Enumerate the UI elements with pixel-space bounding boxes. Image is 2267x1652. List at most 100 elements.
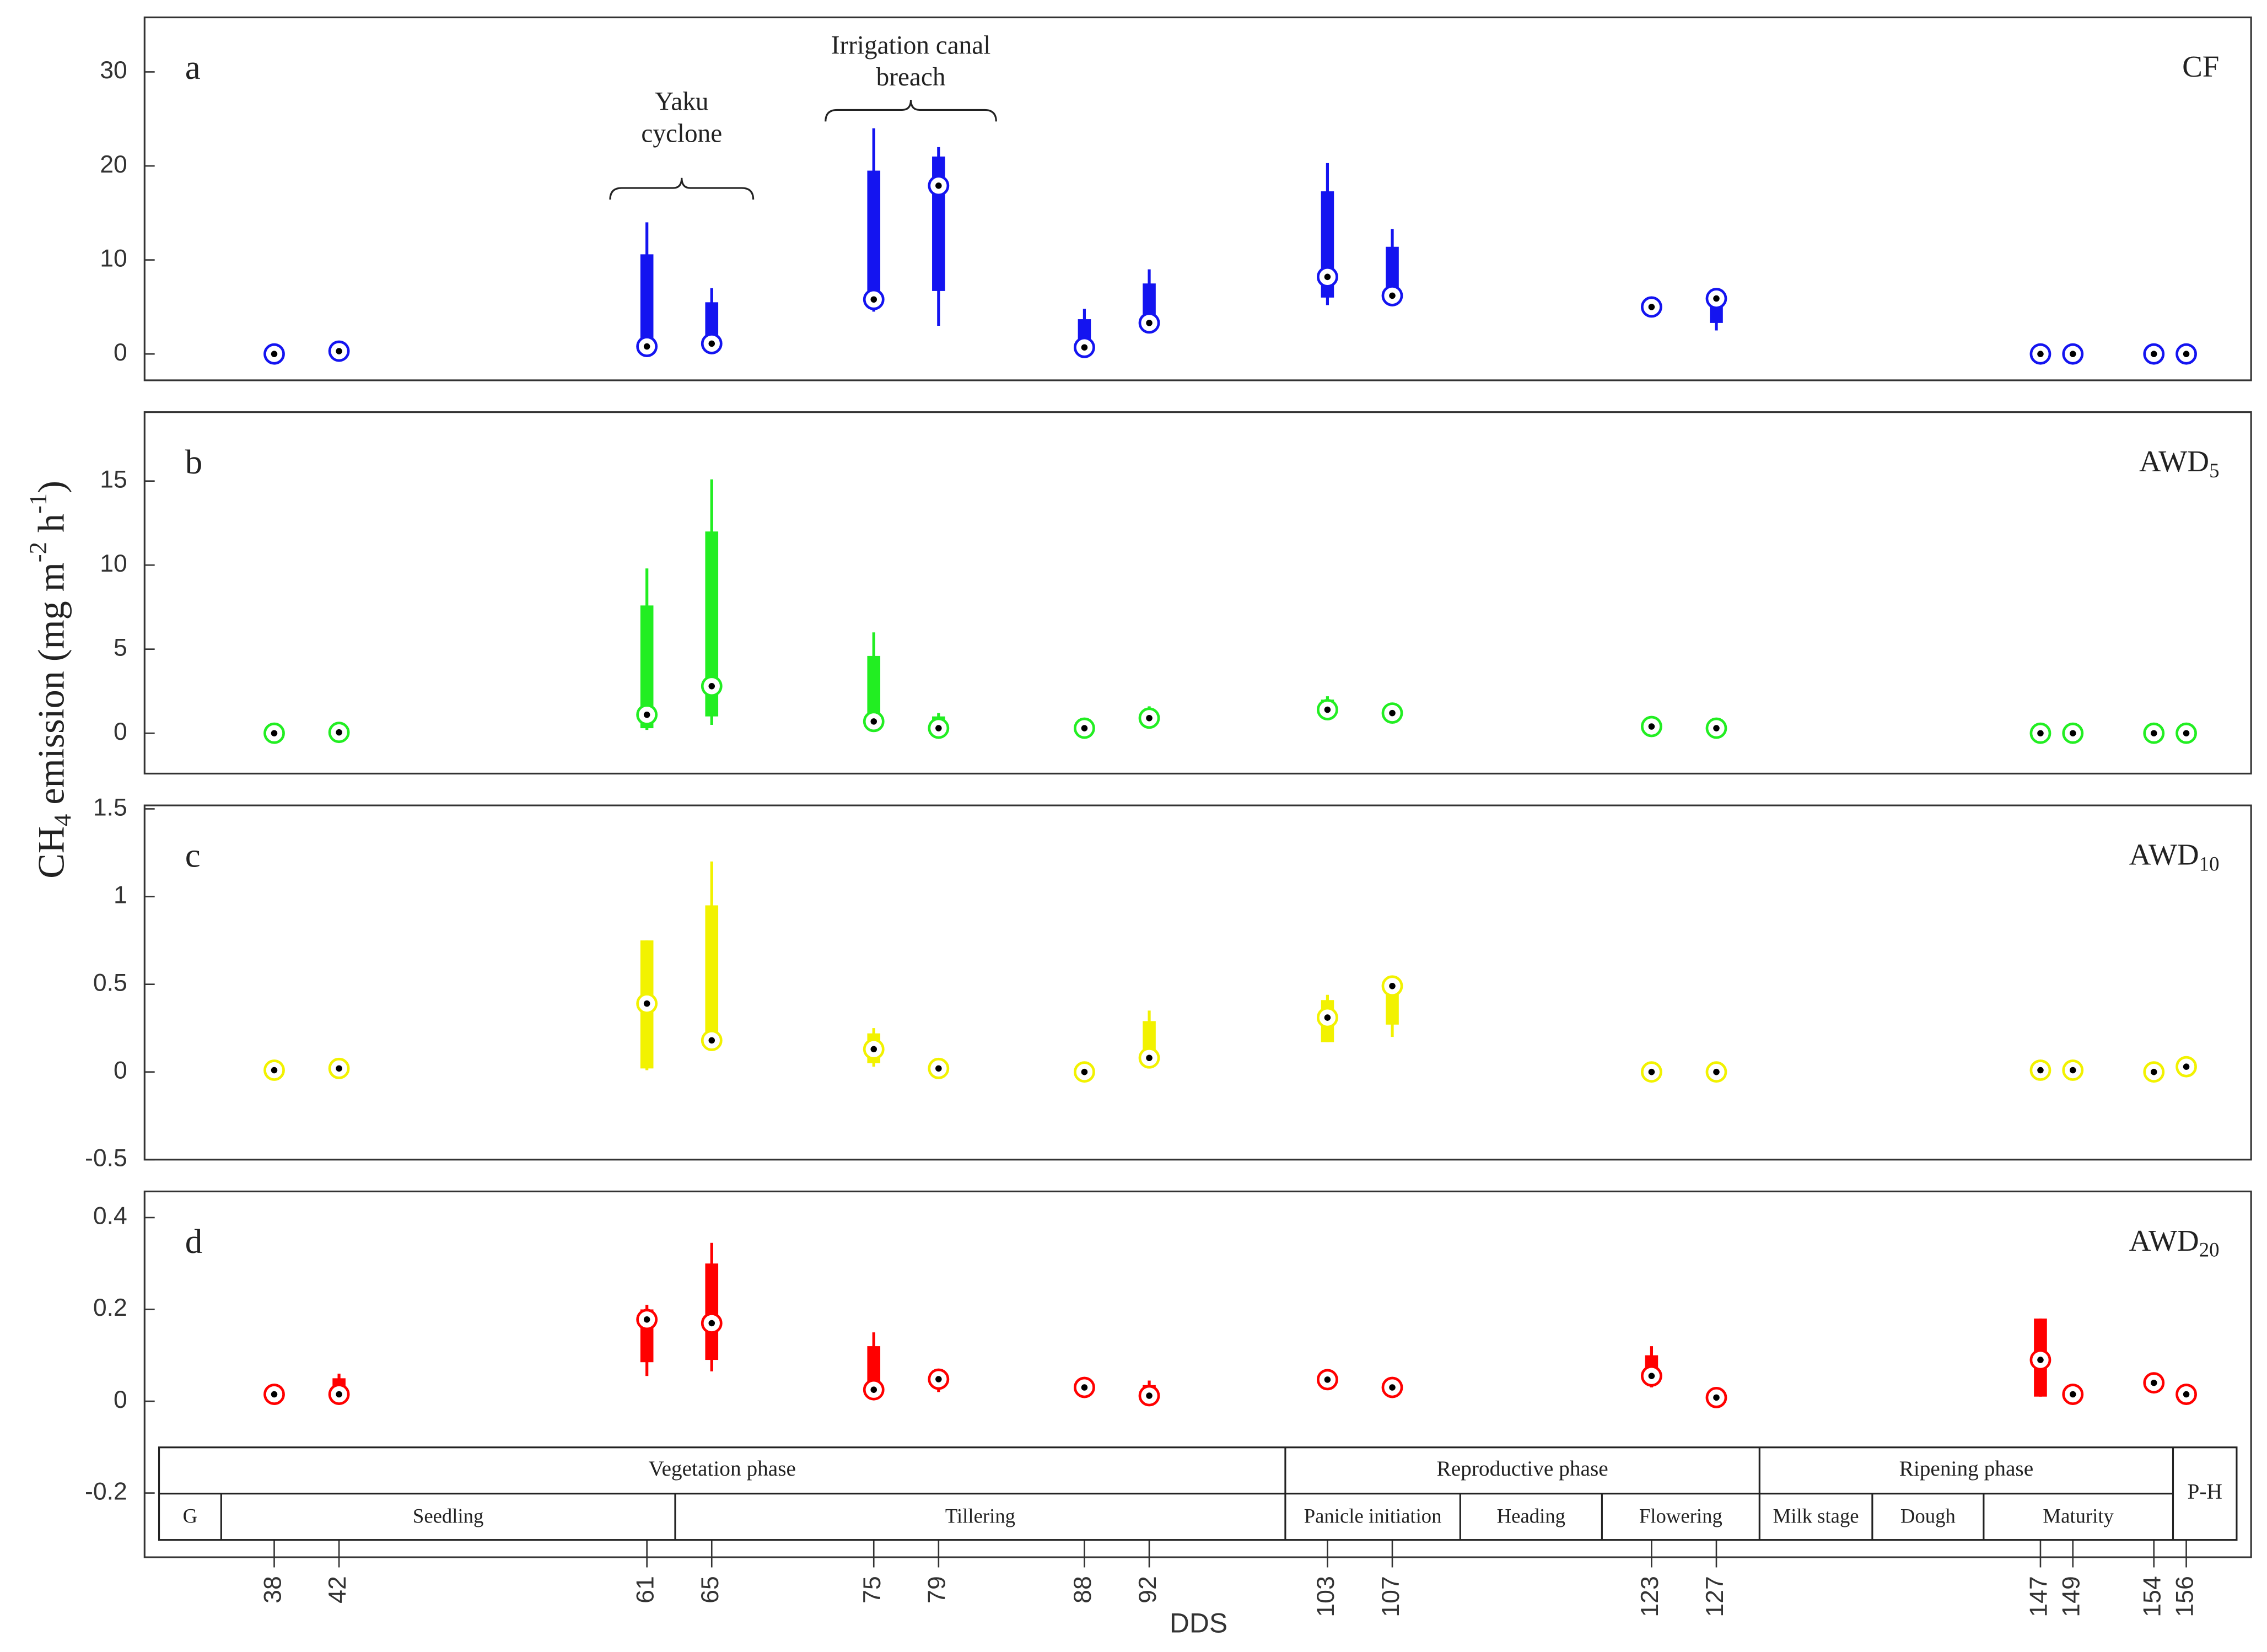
median-dot <box>1648 723 1655 730</box>
x-tick-label: 79 <box>924 1576 951 1603</box>
x-tick-label: 88 <box>1069 1576 1096 1603</box>
median-dot <box>1081 1068 1088 1075</box>
median-dot <box>1146 1054 1153 1062</box>
median-dot <box>1389 292 1396 299</box>
y-tick-label: 30 <box>100 57 127 84</box>
median-dot <box>2069 730 2076 736</box>
median-dot <box>336 348 342 354</box>
median-dot <box>2183 730 2190 736</box>
median-dot <box>935 1065 942 1072</box>
median-dot <box>271 730 278 736</box>
y-tick-label: -0.5 <box>85 1145 127 1172</box>
median-dot <box>708 340 715 347</box>
median-dot <box>336 1065 342 1072</box>
box <box>1386 246 1399 296</box>
median-dot <box>2183 351 2190 357</box>
median-dot <box>271 1067 278 1074</box>
box <box>640 254 654 347</box>
median-dot <box>935 182 942 189</box>
median-dot <box>271 351 278 357</box>
annotation: cyclone <box>641 119 722 148</box>
panel-name-sub: 5 <box>2209 459 2219 482</box>
median-dot <box>643 343 650 350</box>
x-tick-label: 75 <box>859 1576 886 1603</box>
y-tick-label: 1.5 <box>93 794 127 821</box>
median-dot <box>336 729 342 736</box>
y-tick-label: 0 <box>114 718 127 745</box>
x-tick-label: 92 <box>1134 1576 1161 1603</box>
median-dot <box>1324 706 1331 713</box>
median-dot <box>2037 351 2044 357</box>
y-tick-label: 0 <box>114 1386 127 1413</box>
median-dot <box>1648 1068 1655 1075</box>
median-dot <box>870 718 877 725</box>
x-tick-label: 103 <box>1312 1576 1339 1617</box>
median-dot <box>708 1037 715 1044</box>
median-dot <box>2150 1068 2157 1075</box>
panel-name: AWD5 <box>2139 444 2220 482</box>
phase-group: P-H <box>2188 1479 2222 1504</box>
y-axis-label-part: emission (mg m <box>30 562 72 814</box>
y-tick-label: 10 <box>100 245 127 272</box>
y-tick-label: 0.5 <box>93 969 127 996</box>
y-tick-label: 1 <box>114 881 127 908</box>
panel-name-text: AWD <box>2139 444 2209 478</box>
phase-stage: G <box>183 1505 198 1527</box>
y-axis-label: CH4 emission (mg m-2 h-1) <box>24 481 77 879</box>
panel-letter: a <box>185 48 201 87</box>
y-tick-label: 0 <box>114 1057 127 1084</box>
panel-frame <box>143 16 2252 381</box>
x-axis-label: DDS <box>1170 1608 1227 1639</box>
median-dot <box>1324 1376 1331 1383</box>
median-dot <box>2037 1357 2044 1363</box>
median-dot <box>2183 1391 2190 1398</box>
median-dot <box>1713 1394 1720 1401</box>
panel-name: AWD10 <box>2129 837 2220 875</box>
median-dot <box>870 1046 877 1053</box>
median-dot <box>1648 1373 1655 1379</box>
median-dot <box>1713 1068 1720 1075</box>
phase-stage: Tillering <box>945 1505 1015 1527</box>
y-axis-label-part: -1 <box>24 493 52 514</box>
median-dot <box>1648 304 1655 310</box>
median-dot <box>2150 1379 2157 1386</box>
y-tick-label: 0.2 <box>93 1294 127 1321</box>
phase-stage: Dough <box>1900 1505 1956 1527</box>
phase-group: Reproductive phase <box>1436 1456 1608 1481</box>
median-dot <box>870 1386 877 1393</box>
panel-name-sub: 10 <box>2199 853 2220 875</box>
phase-stage: Flowering <box>1639 1505 1722 1527</box>
y-tick-label: -0.2 <box>85 1478 127 1505</box>
median-dot <box>2037 1067 2044 1074</box>
median-dot <box>336 1391 342 1398</box>
panel-name: CF <box>2182 50 2219 83</box>
median-dot <box>2069 351 2076 357</box>
median-dot <box>1713 725 1720 731</box>
panel-frame <box>143 411 2252 774</box>
median-dot <box>1389 1384 1396 1391</box>
median-dot <box>1081 725 1088 731</box>
y-tick-label: 0.4 <box>93 1203 127 1230</box>
y-axis-label-part: -2 <box>24 542 52 562</box>
median-dot <box>1324 1014 1331 1021</box>
median-dot <box>1713 295 1720 302</box>
median-dot <box>271 1391 278 1398</box>
median-dot <box>2183 1063 2190 1070</box>
panel-letter: c <box>185 836 201 875</box>
phase-group: Ripening phase <box>1899 1456 2034 1481</box>
box <box>705 905 719 1041</box>
median-dot <box>2150 351 2157 357</box>
median-dot <box>1146 320 1153 326</box>
median-dot <box>1081 344 1088 351</box>
x-tick-label: 156 <box>2171 1576 2198 1617</box>
phase-stage: Heading <box>1497 1505 1565 1527</box>
box <box>705 302 719 344</box>
annotation: Irrigation canal <box>831 31 991 60</box>
median-dot <box>643 1316 650 1323</box>
median-dot <box>2150 730 2157 736</box>
y-tick-label: 0 <box>114 339 127 366</box>
box <box>867 170 881 303</box>
panel-name-sub: 20 <box>2199 1239 2220 1261</box>
x-tick-label: 154 <box>2139 1576 2166 1617</box>
y-tick-label: 10 <box>100 550 127 577</box>
